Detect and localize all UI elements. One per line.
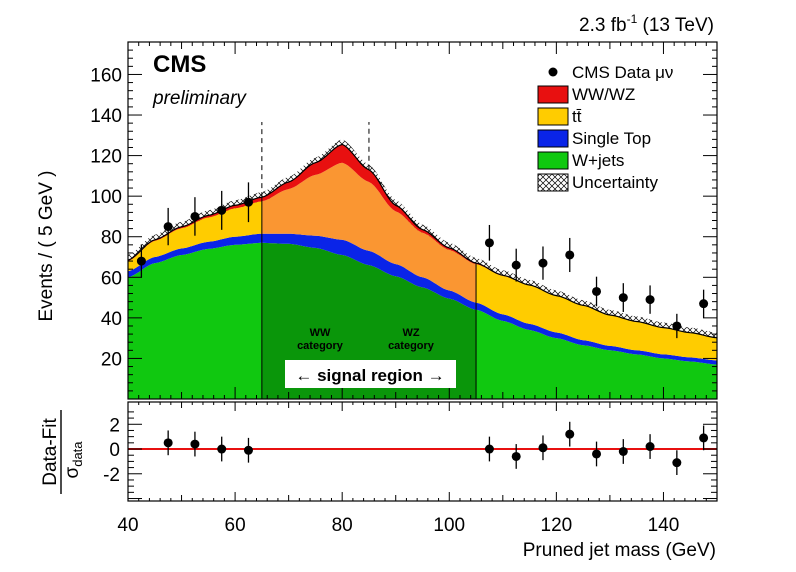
area-tt-right bbox=[476, 264, 717, 361]
x-tick-label: 40 bbox=[117, 515, 138, 536]
pull-points bbox=[163, 421, 709, 476]
x-axis-label: Pruned jet mass (GeV) bbox=[523, 540, 716, 561]
data-point bbox=[511, 260, 521, 270]
wz-category-label-1: WZ bbox=[402, 327, 419, 339]
ww-category-label-1: WW bbox=[310, 327, 331, 339]
data-point bbox=[190, 211, 200, 221]
legend-marker bbox=[548, 67, 558, 77]
legend-label: Uncertainty bbox=[572, 173, 658, 192]
x-tick-label: 140 bbox=[648, 515, 680, 536]
legend-swatch bbox=[537, 151, 569, 170]
pull-point bbox=[592, 449, 602, 459]
pull-point bbox=[565, 429, 575, 439]
legend-entry-ww-wz: WW/WZ bbox=[537, 85, 635, 104]
data-point bbox=[645, 295, 655, 305]
pull-point bbox=[243, 445, 253, 455]
main-ticks: 20 40 60 80 100 120 140 160 bbox=[90, 41, 718, 400]
area-single-top-right bbox=[476, 302, 717, 365]
data-point bbox=[672, 321, 682, 331]
legend-entry-uncertainty: Uncertainty bbox=[537, 173, 658, 192]
pull-y-tick-label: 2 bbox=[109, 415, 120, 436]
x-tick-label: 120 bbox=[541, 515, 573, 536]
signal-region-label: ← signal region → bbox=[295, 366, 444, 385]
pull-point bbox=[163, 438, 173, 448]
data-point bbox=[565, 250, 575, 260]
pull-label-denominator: σdata bbox=[62, 441, 85, 479]
legend-label: tt̄ bbox=[572, 107, 582, 126]
area-single-top-signal bbox=[261, 233, 476, 310]
stacked-areas bbox=[128, 139, 717, 399]
data-point bbox=[163, 222, 173, 232]
legend-swatch bbox=[537, 85, 569, 104]
pull-y-tick-label: -2 bbox=[103, 465, 120, 486]
pull-point bbox=[484, 444, 494, 454]
pull-point bbox=[618, 447, 628, 456]
pull-point bbox=[645, 442, 655, 452]
x-tick-label: 60 bbox=[225, 515, 246, 536]
data-points bbox=[136, 182, 709, 339]
area-w-jets-signal bbox=[261, 242, 476, 399]
pull-plot-frame bbox=[127, 401, 718, 502]
total-fit-line bbox=[128, 143, 717, 339]
area-w-jets-right bbox=[476, 309, 717, 399]
y-tick-label: 80 bbox=[101, 228, 122, 249]
legend-swatch bbox=[537, 173, 569, 192]
pull-point bbox=[538, 443, 548, 453]
pull-point bbox=[699, 433, 709, 443]
signal-region-boundaries bbox=[261, 122, 477, 399]
y-tick-label: 120 bbox=[90, 147, 122, 168]
pull-point bbox=[190, 439, 200, 449]
y-axis-label: Events / ( 5 GeV ) bbox=[36, 171, 57, 322]
area-w-jets-left bbox=[128, 242, 262, 399]
pull-point bbox=[672, 458, 682, 468]
pull-label-numerator: Data-Fit bbox=[40, 418, 61, 486]
legend-entry-w-jets: W+jets bbox=[537, 151, 624, 170]
y-tick-label: 160 bbox=[90, 65, 122, 86]
lumi-label: 2.3 fb-1 (13 TeV) bbox=[579, 12, 714, 36]
data-point bbox=[484, 238, 494, 248]
legend-entry-single-top: Single Top bbox=[537, 129, 651, 148]
y-tick-label: 140 bbox=[90, 106, 122, 127]
data-point bbox=[136, 256, 146, 266]
y-tick-label: 60 bbox=[101, 268, 122, 289]
pull-point bbox=[511, 451, 521, 461]
pull-point bbox=[217, 444, 227, 454]
legend-entry-tt: tt̄ bbox=[537, 107, 582, 126]
legend-label: Single Top bbox=[572, 129, 651, 148]
legend-label: WW/WZ bbox=[572, 85, 635, 104]
data-point bbox=[538, 258, 548, 268]
legend-entry-cms-data: CMS Data μν bbox=[548, 63, 673, 82]
pull-ticks: -2 0 2 40 60 80 100 120 140 bbox=[103, 402, 718, 536]
data-point bbox=[592, 286, 602, 296]
pull-y-axis-label: Data-Fit σdata bbox=[40, 410, 85, 494]
pull-y-tick-label: 0 bbox=[109, 440, 120, 461]
legend-label: W+jets bbox=[572, 151, 624, 170]
x-tick-label: 80 bbox=[332, 515, 353, 536]
ww-category-label-2: category bbox=[297, 340, 344, 352]
y-tick-label: 20 bbox=[101, 349, 122, 370]
data-point bbox=[243, 197, 253, 207]
area-tt-signal bbox=[261, 162, 476, 303]
x-tick-label: 100 bbox=[433, 515, 465, 536]
legend-swatch bbox=[537, 129, 569, 148]
cms-label: CMS bbox=[153, 51, 206, 78]
legend-swatch bbox=[537, 107, 569, 126]
legend-label: CMS Data μν bbox=[572, 63, 673, 82]
y-tick-label: 40 bbox=[101, 309, 122, 330]
data-point bbox=[618, 293, 628, 303]
wz-category-label-2: category bbox=[388, 340, 435, 352]
data-point bbox=[699, 299, 709, 309]
area-ww-wz-signal bbox=[261, 144, 476, 265]
area-single-top-left bbox=[128, 233, 262, 278]
data-point bbox=[217, 205, 227, 215]
preliminary-label: preliminary bbox=[152, 88, 247, 109]
legend: CMS Data μν WW/WZ tt̄ Single Top W+jets Uncer… bbox=[537, 63, 673, 192]
signal-region-box bbox=[285, 360, 456, 388]
area-tt-left bbox=[128, 201, 262, 272]
y-tick-label: 100 bbox=[90, 187, 122, 208]
